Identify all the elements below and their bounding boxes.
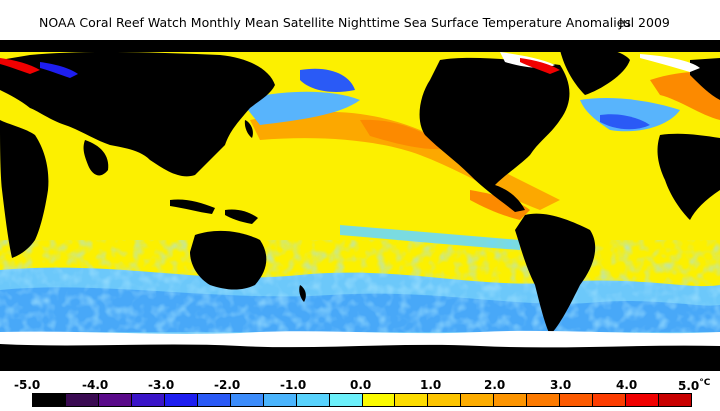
- land-africa-west: [657, 133, 720, 220]
- colorbar: [32, 393, 692, 407]
- legend-label-1: 1.0: [420, 378, 442, 392]
- land-greenland: [560, 47, 630, 95]
- colorbar-segment: [428, 394, 462, 406]
- east-pacific-warm: [470, 190, 530, 220]
- title-bar: NOAA Coral Reef Watch Monthly Mean Satel…: [0, 0, 720, 40]
- north-pacific-cool: [240, 91, 360, 125]
- colorbar-segment: [230, 394, 264, 406]
- legend-label-m3: -3.0: [148, 378, 175, 392]
- colorbar-segment: [461, 394, 495, 406]
- land-new-zealand: [299, 285, 306, 302]
- map-date: Jul 2009: [619, 15, 670, 30]
- bering-cool: [300, 68, 355, 92]
- colorbar-segment: [626, 394, 660, 406]
- colorbar-segment: [395, 394, 429, 406]
- colorbar-segment: [329, 394, 363, 406]
- colorbar-segment: [362, 394, 396, 406]
- map-canvas: [0, 40, 720, 371]
- colorbar-segment: [296, 394, 330, 406]
- legend-unit: °C: [699, 378, 711, 388]
- land-north-america: [419, 57, 570, 213]
- sst-anomaly-map: [0, 40, 720, 371]
- colorbar-labels: -5.0 -4.0 -3.0 -2.0 -1.0 0.0 1.0 2.0 3.0…: [0, 375, 720, 393]
- legend-label-4: 4.0: [616, 378, 638, 392]
- land-indonesia: [170, 199, 215, 214]
- colorbar-segment: [560, 394, 594, 406]
- arctic-warm-west: [0, 58, 40, 74]
- land-eurasia: [0, 51, 275, 177]
- legend-label-5-value: 5.0: [678, 379, 700, 393]
- land-arctic: [0, 40, 720, 52]
- legend-label-5: 5.0°C: [678, 378, 710, 393]
- colorbar-segment: [131, 394, 165, 406]
- land-new-guinea: [225, 209, 258, 224]
- arctic-warm: [520, 58, 560, 74]
- legend-label-m1: -1.0: [280, 378, 307, 392]
- legend-label-m2: -2.0: [214, 378, 241, 392]
- land: [0, 40, 720, 371]
- colorbar-segment: [593, 394, 627, 406]
- colorbar-segment: [98, 394, 132, 406]
- north-pacific-warm: [250, 111, 560, 210]
- land-antarctica: [0, 340, 720, 371]
- colorbar-segment: [494, 394, 528, 406]
- colorbar-segment: [164, 394, 198, 406]
- land-japan: [244, 120, 253, 138]
- map-title: NOAA Coral Reef Watch Monthly Mean Satel…: [39, 15, 631, 30]
- legend-label-m4: -4.0: [82, 378, 109, 392]
- antarctic-ice: [0, 330, 720, 348]
- legend-label-3: 3.0: [550, 378, 572, 392]
- ocean-noise: [0, 240, 720, 340]
- colorbar-segment: [263, 394, 297, 406]
- land-south-america: [515, 213, 596, 335]
- legend-label-2: 2.0: [484, 378, 506, 392]
- north-atlantic-cool-core: [600, 114, 650, 130]
- colorbar-segment: [33, 394, 66, 406]
- colorbar-segment: [65, 394, 99, 406]
- arctic-cool-west: [40, 62, 78, 78]
- sea-ice: [0, 52, 720, 348]
- north-pacific-warm-core: [360, 119, 450, 150]
- arctic-ice-east: [640, 54, 700, 72]
- legend-label-0: 0.0: [350, 378, 372, 392]
- colorbar-segment: [197, 394, 231, 406]
- colorbar-segment: [527, 394, 561, 406]
- equatorial-cool: [340, 225, 520, 250]
- legend-label-m5: -5.0: [14, 378, 41, 392]
- land-australia: [190, 230, 267, 290]
- land-india: [83, 140, 109, 176]
- land-africa: [0, 120, 49, 258]
- colorbar-segment: [659, 394, 692, 406]
